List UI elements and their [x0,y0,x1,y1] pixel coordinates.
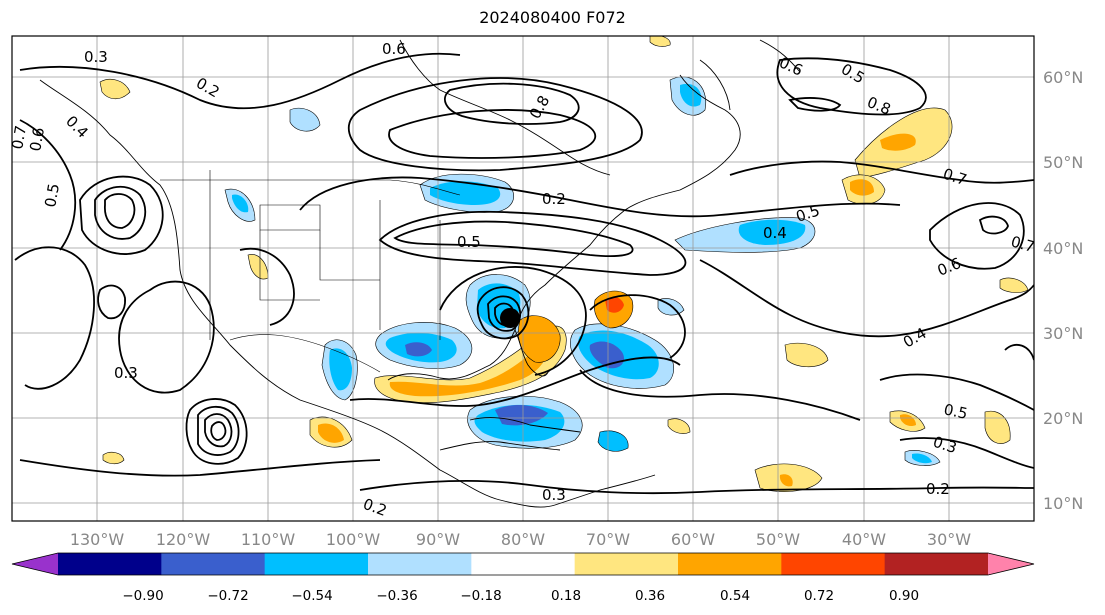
colorbar-swatch [161,553,266,575]
lat-label: 30°N [1043,324,1083,343]
colorbar-swatch [368,553,472,575]
contour-label: 0.7 [8,124,30,151]
colorbar-swatch [884,553,989,575]
map-frame [11,35,1035,522]
lat-label: 60°N [1043,68,1083,87]
contour-label: 0.6 [382,40,406,58]
colorbar-tick-label: −0.36 [376,588,417,604]
lat-label: 10°N [1043,494,1083,513]
contour-label: 0.5 [457,233,481,251]
colorbar-swatch [58,553,162,575]
lon-label: 110°W [241,530,296,549]
shade-orange-east-atl [900,414,916,427]
shade-yellow-small-gulf [102,451,125,465]
shade-royal-atlantic [589,341,625,369]
colorbar-tick-label: 0.72 [804,588,834,604]
lat-label: 50°N [1043,153,1083,172]
colorbar-extend-min [12,553,58,575]
shade-blue-mid-atlantic-core [738,219,806,245]
contour-label: 0.2 [542,190,566,208]
shade-royal-caribbean [495,404,548,426]
lon-label: 130°W [70,530,125,549]
lon-label: 40°W [842,530,886,549]
shade-blue-labrador-core [680,83,702,107]
shaded-regions [99,36,1029,492]
shade-orange-north-atlantic [880,133,916,151]
contour-lines [14,52,1034,495]
shade-yellow-north-small [649,36,671,47]
colorbar-tick-label: −0.72 [207,588,248,604]
colorbar-tick-label: 0.90 [889,588,919,604]
contour-label: 0.5 [41,182,63,209]
colorbar-swatch [471,553,576,575]
colorbar-swatch [264,553,369,575]
colorbar [11,552,1035,576]
shade-blue-mexico-core [329,348,352,391]
shade-yellow-atl-center [784,342,829,368]
shade-royal-gulf [405,342,432,357]
colorbar-extend-max [988,553,1034,575]
lon-label: 100°W [326,530,381,549]
shade-red-atlantic [605,296,624,313]
shade-yellow-far-east [984,410,1011,444]
colorbar-swatch [574,553,679,575]
colorbar-tick-label: 0.54 [720,588,750,604]
shade-yellow-canada [99,79,131,100]
shade-blue-rockies-core [232,194,249,213]
colorbar-tick-label: −0.90 [122,588,163,604]
lon-label: 50°W [756,530,800,549]
contour-label: 0.3 [542,486,566,504]
contour-label: 0.3 [114,364,138,382]
political-borders [160,170,461,373]
colorbar-tick-label: 0.36 [635,588,665,604]
shade-yellow-caribbean-small [667,418,691,434]
contour-label: 0.7 [1009,232,1037,256]
chart-title: 2024080400 F072 [479,8,626,27]
shade-orange-mexico-pac [318,423,344,443]
shade-orange-atl-south [779,474,793,487]
shade-blue-east-atl-core [912,453,932,464]
colorbar-swatch [678,553,782,575]
contour-label: 0.3 [84,48,108,66]
shade-blue-lakes-core [430,181,501,205]
hurricane-center-marker [500,308,520,328]
longitude-labels: 130°W 120°W 110°W 100°W 90°W 80°W 70°W 6… [70,530,971,549]
map-content: 0.3 0.2 0.6 0.8 0.6 0.7 0.5 0.8 0.2 0.5 … [8,36,1037,521]
shade-orange-atl2 [850,179,874,196]
colorbar-tick-label: −0.54 [291,588,332,604]
lon-label: 70°W [586,530,630,549]
lon-label: 120°W [156,530,211,549]
contour-label: 0.2 [926,480,950,498]
lon-label: 90°W [416,530,460,549]
shade-blue-caribbean-east [597,430,629,452]
shade-blue-pacnw [289,107,321,132]
latitude-labels: 60°N 50°N 40°N 30°N 20°N 10°N [1043,68,1083,513]
colorbar-swatch [781,553,886,575]
colorbar-tick-label: −0.18 [460,588,501,604]
lat-label: 20°N [1043,409,1083,428]
contour-label: 0.5 [942,400,969,423]
lon-label: 80°W [501,530,545,549]
shade-orange-gulf-core [389,340,548,397]
colorbar-tick-label: 0.18 [551,588,581,604]
lon-label: 30°W [927,530,971,549]
colorbar-outline [11,552,1035,576]
colorbar-ticks: −0.90 −0.72 −0.54 −0.36 −0.18 0.18 0.36 … [122,588,919,604]
lon-label: 60°W [671,530,715,549]
contour-label: 0.6 [26,126,48,153]
contour-label: 0.4 [763,224,787,242]
lat-label: 40°N [1043,239,1083,258]
